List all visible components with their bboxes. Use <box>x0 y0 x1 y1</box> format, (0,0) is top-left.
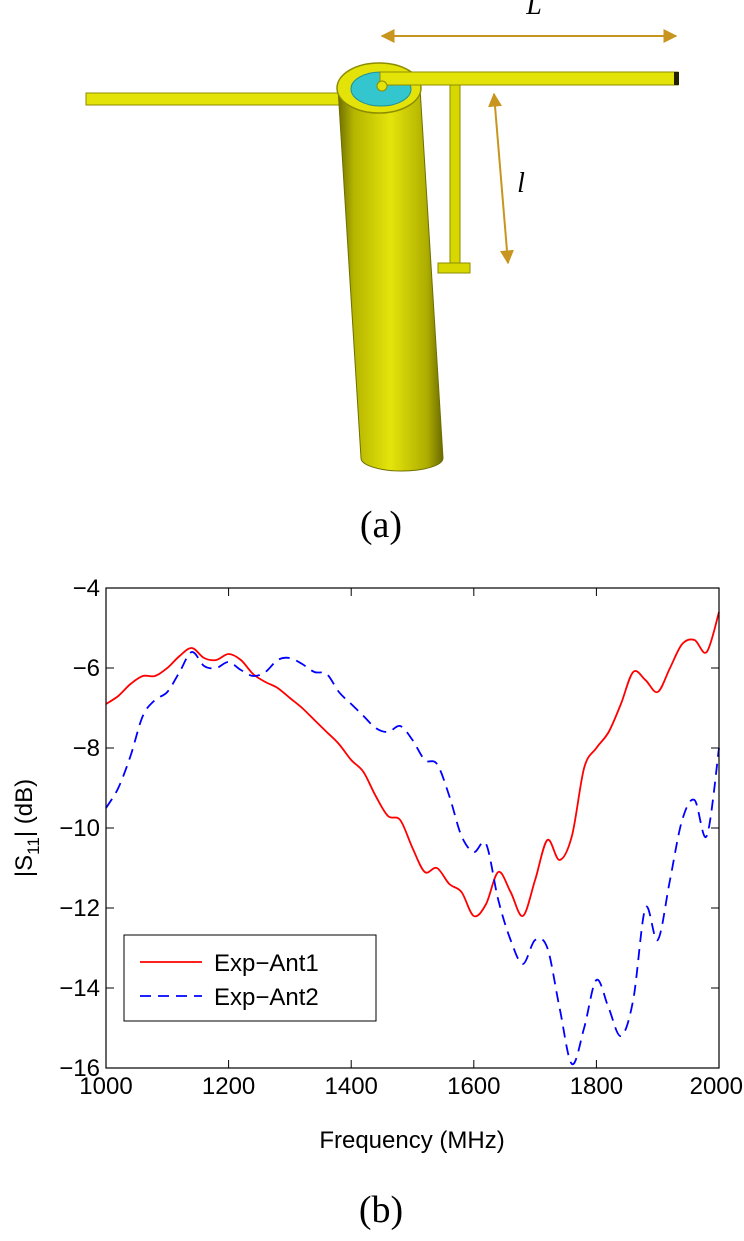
coax-cylinder <box>337 74 444 472</box>
left-arm <box>85 92 351 106</box>
axis-ticks <box>105 587 720 1069</box>
x-tick-label: 1400 <box>325 1073 378 1100</box>
stub-foot <box>437 262 471 274</box>
legend: Exp−Ant1 Exp−Ant2 <box>123 934 377 1022</box>
x-tick-label: 2000 <box>690 1073 743 1100</box>
right-arm-end <box>674 72 679 85</box>
y-tick-label: −14 <box>59 975 100 1002</box>
y-axis-label-suffix: | (dB) <box>11 779 38 837</box>
legend-label-ant1: Exp−Ant1 <box>214 950 319 977</box>
x-tick-labels: 1000 1200 1400 1600 1800 2000 <box>79 1073 743 1100</box>
y-tick-label: −12 <box>59 895 100 922</box>
right-arm <box>379 71 679 86</box>
y-axis-label-prefix: |S <box>11 855 38 877</box>
y-axis-label-sub: 11 <box>24 837 43 855</box>
series-line-2 <box>105 651 720 1065</box>
x-tick-label: 1200 <box>202 1073 255 1100</box>
plot-lines <box>105 611 720 1065</box>
y-tick-label: −16 <box>59 1055 100 1082</box>
x-axis-label: Frequency (MHz) <box>319 1127 504 1154</box>
y-tick-label: −8 <box>73 735 100 762</box>
x-tick-label: 1000 <box>79 1073 132 1100</box>
legend-label-ant2: Exp−Ant2 <box>214 984 319 1011</box>
series-line-1 <box>105 611 720 918</box>
y-tick-label: −4 <box>73 575 100 602</box>
dimension-arrow-l <box>488 92 514 265</box>
x-tick-label: 1600 <box>447 1073 500 1100</box>
dimension-label-L: L <box>525 0 542 21</box>
inner-conductor <box>376 80 388 92</box>
s11-chart: 1000 1200 1400 1600 1800 2000 −16−14−12−10−8−… <box>11 575 743 1154</box>
legend-box <box>123 934 377 1022</box>
x-tick-label: 1800 <box>570 1073 623 1100</box>
dimension-label-l: l <box>517 168 525 199</box>
caption-a: (a) <box>360 504 402 546</box>
y-tick-labels: −16 −14 −12 −10 −8 −6 −4 <box>59 575 100 1082</box>
y-axis-label: |S11| (dB) <box>11 779 43 877</box>
y-tick-label: −10 <box>59 815 100 842</box>
y-tick-label: −6 <box>73 655 100 682</box>
short-stub <box>449 83 461 273</box>
antenna-diagram: L l <box>85 0 679 472</box>
caption-b: (b) <box>359 1189 403 1231</box>
